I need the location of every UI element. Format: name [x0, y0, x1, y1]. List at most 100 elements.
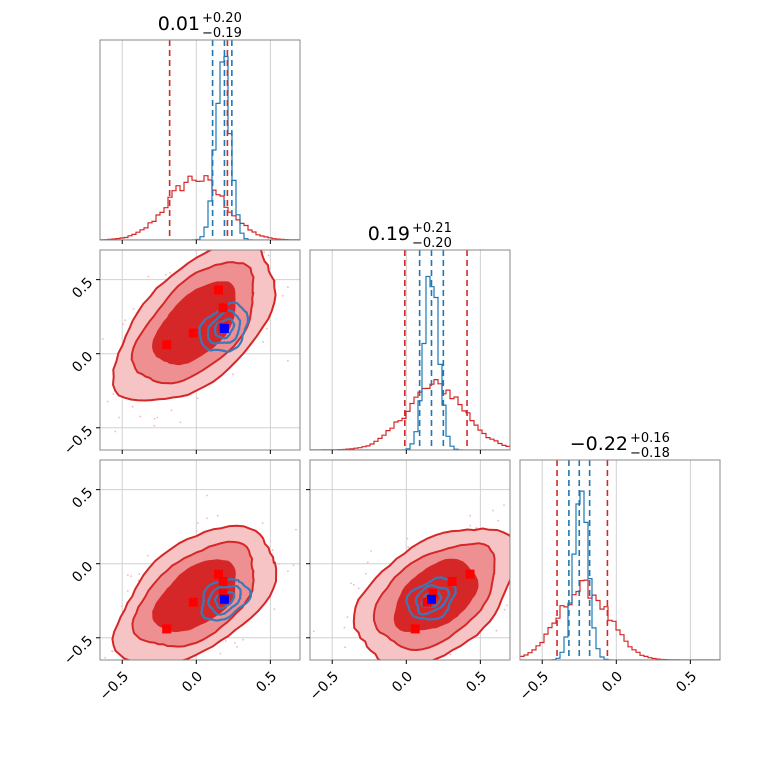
sample-dot	[147, 275, 150, 278]
sample-dot	[165, 274, 167, 276]
x-tick-label: 0.0	[389, 669, 416, 696]
panel-frame	[99, 459, 301, 661]
sample-dot	[271, 549, 274, 552]
sample-dot	[406, 537, 409, 540]
sample-dot	[380, 662, 382, 664]
blue-contour-level-2	[414, 584, 451, 616]
blue-contour-level-2	[206, 309, 242, 345]
x-tick-label: −0.5	[517, 669, 552, 704]
panel-p0-vs-p2	[92, 459, 301, 684]
title-p0: 0.01	[158, 13, 200, 35]
sample-dot	[409, 672, 411, 674]
sample-dot	[503, 504, 505, 506]
red-histogram	[100, 175, 300, 240]
sample-dot	[124, 319, 126, 321]
red-marker	[218, 577, 228, 586]
sample-dot	[138, 573, 141, 575]
y-tick-label: 0.5	[69, 275, 96, 302]
sample-dot	[469, 524, 472, 527]
red-marker	[188, 597, 198, 607]
sample-dot	[295, 528, 297, 531]
sample-dot	[228, 227, 230, 229]
x-tick-label: 0.0	[179, 669, 206, 696]
sample-dot	[118, 416, 120, 419]
sample-dot	[449, 653, 452, 656]
sample-dot	[262, 341, 265, 343]
y-tick-label: −0.5	[61, 633, 96, 668]
sample-dot	[236, 645, 239, 648]
sample-dot	[497, 519, 500, 522]
sample-dot	[281, 294, 284, 297]
sample-dot	[196, 397, 199, 400]
sample-dot	[344, 671, 346, 673]
sample-dot	[112, 393, 115, 395]
sample-dot	[111, 650, 114, 653]
sample-dot	[475, 527, 478, 529]
sample-dot	[414, 686, 416, 688]
sample-dot	[139, 415, 142, 418]
sample-dot	[234, 227, 236, 229]
sample-dot	[492, 509, 494, 512]
sample-dot	[350, 582, 352, 585]
sample-dot	[514, 585, 516, 587]
sample-dot	[92, 667, 94, 669]
sample-dot	[206, 494, 208, 497]
sample-dot	[193, 248, 195, 250]
sample-dot	[287, 570, 289, 573]
blue-marker	[219, 594, 229, 604]
blue-marker	[219, 324, 229, 333]
panel-p0-vs-p1	[54, 227, 301, 464]
red-marker	[162, 624, 172, 634]
y-tick-label: −0.5	[61, 423, 96, 458]
sample-dot	[155, 682, 157, 684]
blue-contour-level-3	[213, 590, 236, 610]
sample-dot	[154, 462, 156, 464]
sample-dot	[152, 665, 154, 667]
red-marker	[447, 577, 457, 586]
sample-dot	[261, 522, 264, 524]
panel-p1-vs-p2	[306, 459, 524, 703]
sample-dot	[54, 362, 56, 364]
sample-dot	[122, 323, 124, 326]
sample-dot	[97, 678, 99, 680]
red-marker	[410, 624, 420, 634]
sample-dot	[265, 327, 268, 330]
sample-dot	[366, 561, 369, 564]
y-tick-label: 0.0	[69, 349, 96, 376]
sample-dot	[156, 416, 159, 419]
sample-dot	[469, 514, 471, 517]
sample-dot	[242, 638, 245, 641]
blue-marker	[427, 594, 436, 604]
title-p2-plus: +0.16	[630, 431, 670, 446]
sample-dot	[131, 405, 134, 408]
red-marker	[465, 569, 475, 579]
sample-dot	[278, 563, 280, 565]
sample-dot	[506, 604, 508, 607]
blue-contour-level-1	[198, 301, 251, 353]
sample-dot	[206, 517, 208, 520]
panel-frame	[519, 459, 721, 661]
blue-histogram	[310, 275, 510, 450]
sample-dot	[263, 251, 266, 254]
x-tick-label: 0.5	[463, 669, 490, 696]
sample-dot	[416, 673, 418, 675]
y-tick-label: 0.0	[69, 559, 96, 586]
panel-frame	[99, 249, 301, 451]
title-p1-value: 0.19	[368, 223, 410, 245]
red-marker	[188, 328, 198, 338]
sample-dot	[370, 550, 372, 552]
x-tick-label: −0.5	[307, 669, 342, 704]
sample-dot	[106, 400, 109, 403]
sample-dot	[78, 380, 80, 382]
sample-dot	[416, 701, 418, 703]
sample-dot	[207, 238, 209, 240]
blue-contour-level-1	[200, 577, 253, 622]
sample-dot	[219, 652, 222, 655]
sample-dot	[114, 430, 117, 433]
sample-dot	[287, 286, 289, 288]
sample-dot	[149, 673, 151, 675]
blue-contour-level-2	[206, 584, 242, 616]
panel-frame	[309, 249, 511, 451]
sample-dot	[522, 594, 524, 596]
title-p2: −0.22	[570, 433, 628, 455]
